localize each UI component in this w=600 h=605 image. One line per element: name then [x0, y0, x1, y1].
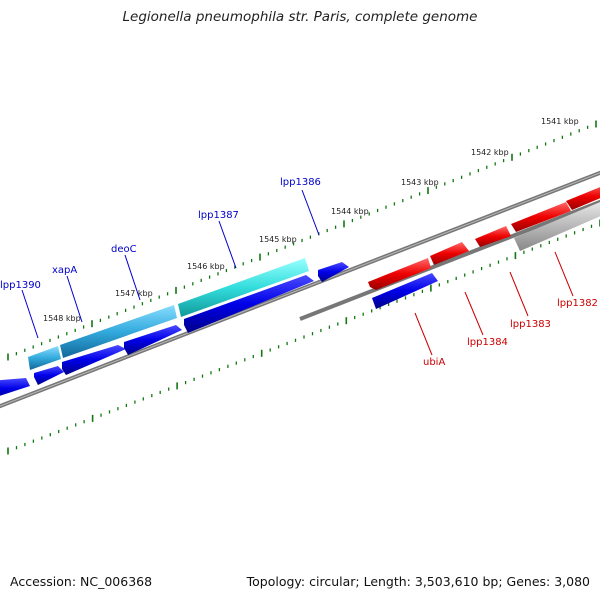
kbp-label-1545: 1545 kbp: [259, 235, 297, 244]
gene-feature: [124, 325, 182, 355]
gene-feature: [60, 305, 177, 358]
gene-feature: [514, 202, 600, 251]
kbp-label-1547: 1547 kbp: [115, 289, 153, 298]
kbp-label-1542: 1542 kbp: [471, 148, 509, 157]
genome-summary-text: Topology: circular; Length: 3,503,610 bp…: [246, 574, 590, 589]
gene-feature: [511, 202, 571, 232]
kbp-label-1541: 1541 kbp: [541, 117, 579, 126]
gene-feature: [28, 346, 61, 370]
gene-feature: [475, 226, 511, 247]
gene-label-deoC: deoC: [111, 244, 137, 255]
label-leaders: [21, 189, 574, 356]
ruler-lower: [7, 219, 600, 455]
genome-title: Legionella pneumophila str. Paris, compl…: [122, 9, 478, 25]
kbp-label-1543: 1543 kbp: [401, 178, 439, 187]
gene-feature: [184, 275, 314, 333]
gene-label-lpp1383: lpp1383: [510, 319, 551, 330]
gene-label-lpp1384: lpp1384: [467, 337, 508, 348]
gene-feature: [0, 378, 30, 396]
gene-features: [0, 187, 600, 396]
gene-label-lpp1390: lpp1390: [0, 280, 41, 291]
gene-feature: [372, 273, 438, 309]
gene-label-lpp1382: lpp1382: [557, 298, 598, 309]
kbp-labels: 1548 kbp 1547 kbp 1546 kbp 1545 kbp 1544…: [43, 117, 579, 323]
kbp-label-1546: 1546 kbp: [187, 262, 225, 271]
accession-text: Accession: NC_006368: [10, 574, 153, 589]
gene-labels: lpp1390 xapA deoC lpp1387 lpp1386 ubiA l…: [0, 177, 598, 368]
gene-label-ubiA: ubiA: [423, 357, 445, 368]
gene-feature: [62, 345, 126, 375]
gene-feature: [566, 187, 600, 210]
backbone-lines: [0, 170, 600, 409]
gene-feature: [34, 366, 64, 385]
gene-feature: [318, 262, 349, 282]
gene-feature: [368, 258, 431, 290]
gene-feature: [178, 258, 309, 317]
ruler-upper: [7, 120, 597, 361]
gene-feature: [430, 242, 469, 265]
gene-label-lpp1386: lpp1386: [280, 177, 321, 188]
kbp-label-1548: 1548 kbp: [43, 314, 81, 323]
gene-label-xapA: xapA: [52, 265, 77, 276]
gene-label-lpp1387: lpp1387: [198, 210, 239, 221]
kbp-label-1544: 1544 kbp: [331, 207, 369, 216]
